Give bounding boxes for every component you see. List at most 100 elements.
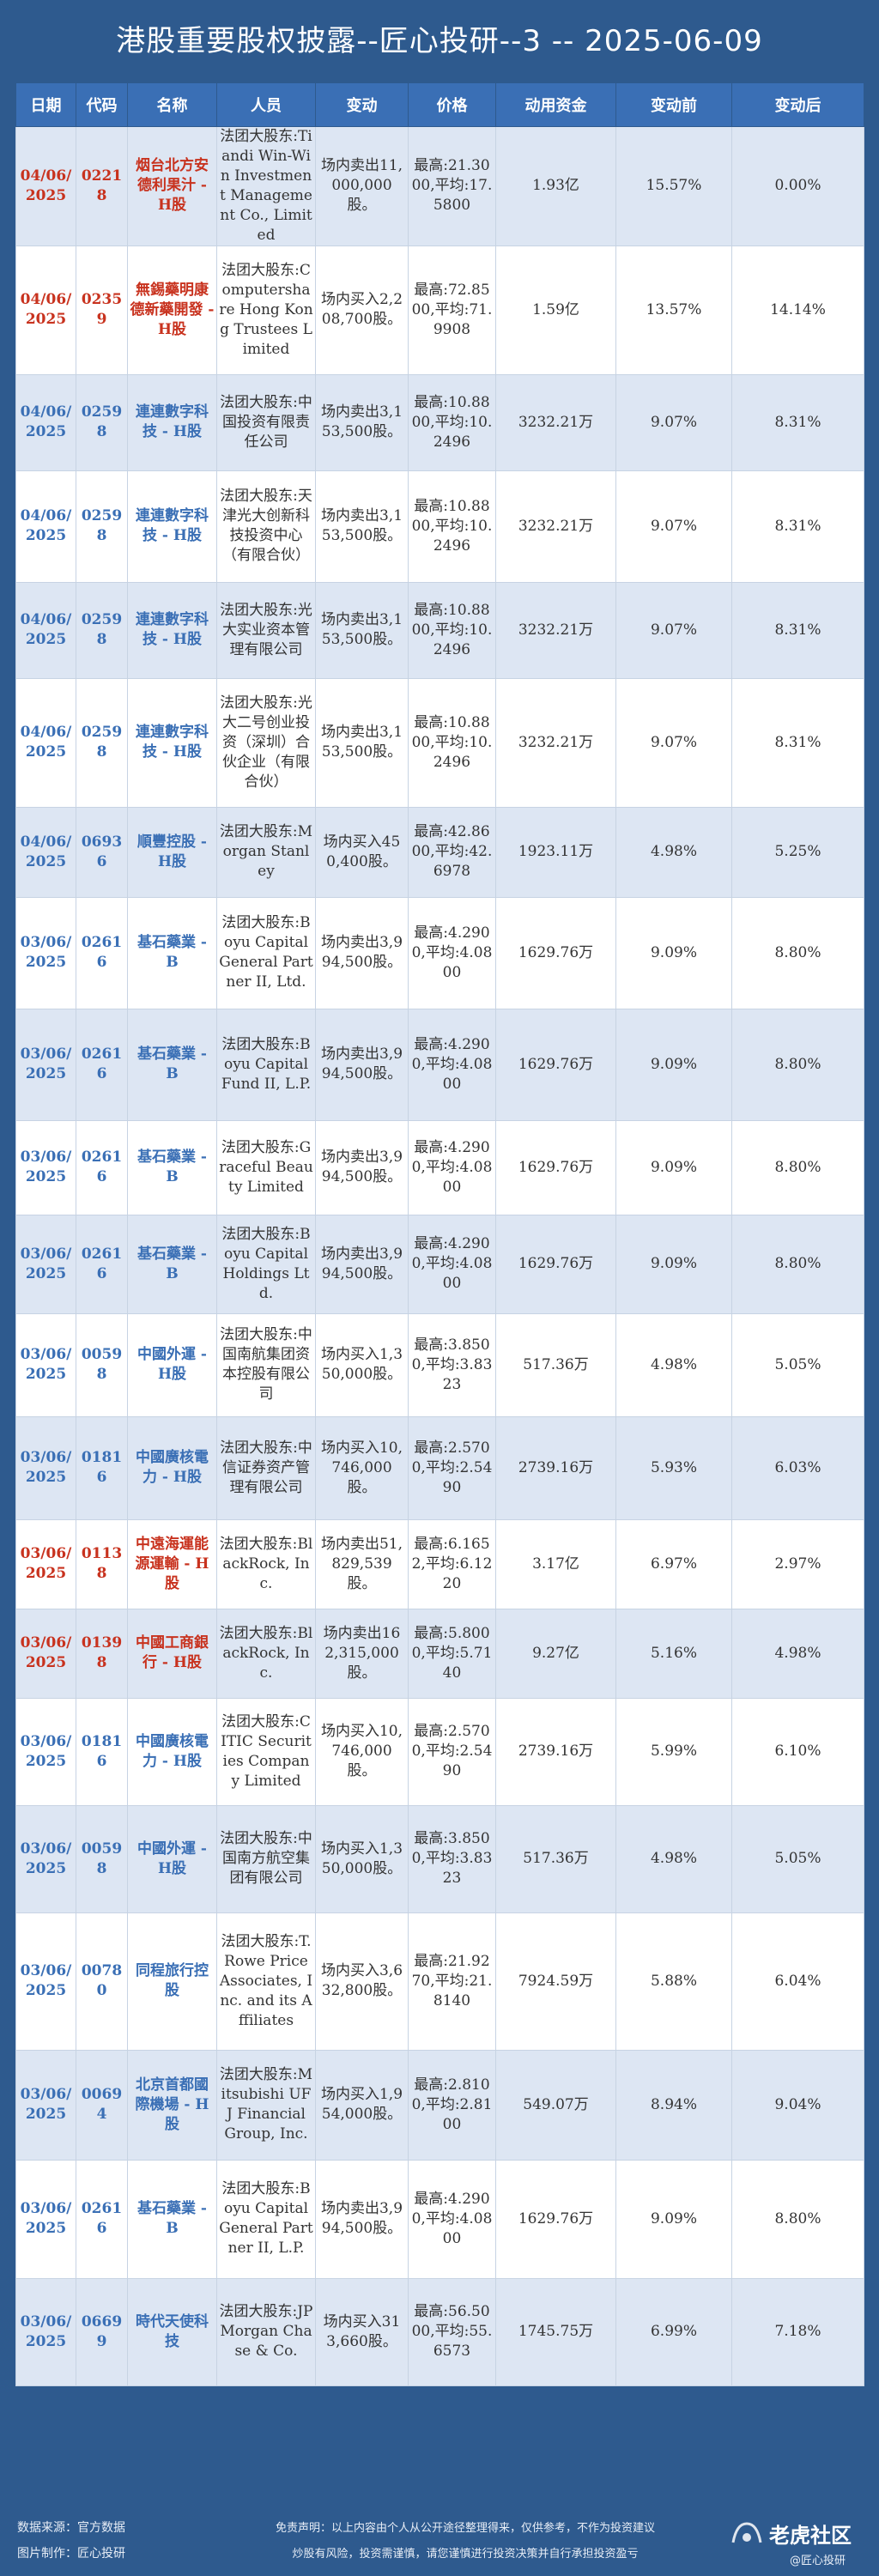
table-row: 04/06/2025 06936 順豐控股 - H股 法团大股东:Morgan Sta… bbox=[15, 806, 864, 898]
cell-price: 最高:4.2900,平均:4.0800 bbox=[408, 1214, 496, 1314]
cell-after: 8.31% bbox=[731, 581, 864, 679]
cell-person: 法团大股东:中国投资有限责任公司 bbox=[216, 373, 316, 471]
cell-price: 最高:2.8100,平均:2.8100 bbox=[408, 2049, 496, 2161]
cell-before: 4.98% bbox=[615, 1312, 732, 1417]
cell-name: 連連數字科技 - H股 bbox=[127, 677, 217, 808]
cell-date: 03/06/2025 bbox=[15, 1912, 76, 2051]
cell-funds: 1629.76万 bbox=[495, 2159, 616, 2279]
cell-before: 9.09% bbox=[615, 896, 732, 1009]
cell-before: 5.16% bbox=[615, 1608, 732, 1699]
cell-action: 场内买入2,208,700股。 bbox=[315, 245, 409, 375]
cell-name: 北京首都國際機場 - H股 bbox=[127, 2049, 217, 2161]
column-header: 变动后 bbox=[731, 82, 864, 127]
cell-funds: 3232.21万 bbox=[495, 470, 616, 583]
cell-code: 02616 bbox=[76, 896, 128, 1009]
cell-after: 8.31% bbox=[731, 373, 864, 471]
cell-before: 15.57% bbox=[615, 126, 732, 246]
cell-price: 最高:5.8000,平均:5.7140 bbox=[408, 1608, 496, 1699]
cell-name: 基石藥業 - B bbox=[127, 1119, 217, 1215]
cell-name: 中國工商銀行 - H股 bbox=[127, 1608, 217, 1699]
table-row: 03/06/2025 02616 基石藥業 - B 法团大股东:Boyu Capita… bbox=[15, 2159, 864, 2279]
brand-handle: @匠心投研 bbox=[790, 2555, 846, 2567]
cell-code: 02616 bbox=[76, 1008, 128, 1121]
cell-before: 4.98% bbox=[615, 806, 732, 898]
table-row: 03/06/2025 06699 時代天使科技 法团大股东:JPMorgan Chas… bbox=[15, 2277, 864, 2386]
cell-action: 场内卖出3,153,500股。 bbox=[315, 470, 409, 583]
cell-action: 场内卖出3,994,500股。 bbox=[315, 1119, 409, 1215]
cell-code: 00780 bbox=[76, 1912, 128, 2051]
cell-price: 最高:6.1652,平均:6.1220 bbox=[408, 1518, 496, 1609]
cell-after: 5.05% bbox=[731, 1312, 864, 1417]
cell-date: 03/06/2025 bbox=[15, 1608, 76, 1699]
cell-funds: 1629.76万 bbox=[495, 1119, 616, 1215]
cell-before: 9.07% bbox=[615, 581, 732, 679]
cell-code: 02616 bbox=[76, 2159, 128, 2279]
table-row: 03/06/2025 00780 同程旅行控股 法团大股东:T. Rowe Price… bbox=[15, 1912, 864, 2051]
cell-person: 法团大股东:BlackRock, Inc. bbox=[216, 1608, 316, 1699]
cell-after: 9.04% bbox=[731, 2049, 864, 2161]
cell-date: 04/06/2025 bbox=[15, 245, 76, 375]
cell-name: 連連數字科技 - H股 bbox=[127, 373, 217, 471]
cell-name: 時代天使科技 bbox=[127, 2277, 217, 2386]
cell-name: 中國廣核電力 - H股 bbox=[127, 1415, 217, 1520]
cell-code: 02598 bbox=[76, 470, 128, 583]
cell-action: 场内卖出3,994,500股。 bbox=[315, 1008, 409, 1121]
cell-code: 01398 bbox=[76, 1608, 128, 1699]
cell-after: 8.80% bbox=[731, 1008, 864, 1121]
table-row: 04/06/2025 02598 連連數字科技 - H股 法团大股东:中国投资有限责任… bbox=[15, 373, 864, 471]
cell-after: 6.10% bbox=[731, 1697, 864, 1806]
cell-before: 13.57% bbox=[615, 245, 732, 375]
cell-code: 02616 bbox=[76, 1119, 128, 1215]
cell-person: 法团大股东:Boyu Capital General Partner II, L… bbox=[216, 2159, 316, 2279]
cell-person: 法团大股东:Tiandi Win-Win Investment Manageme… bbox=[216, 126, 316, 246]
table-row: 04/06/2025 02598 連連數字科技 - H股 法团大股东:光大实业资本管理… bbox=[15, 581, 864, 679]
column-header: 名称 bbox=[127, 82, 217, 127]
cell-funds: 2739.16万 bbox=[495, 1697, 616, 1806]
cell-code: 02616 bbox=[76, 1214, 128, 1314]
cell-date: 04/06/2025 bbox=[15, 126, 76, 246]
cell-person: 法团大股东:天津光大创新科技投资中心（有限合伙） bbox=[216, 470, 316, 583]
cell-name: 同程旅行控股 bbox=[127, 1912, 217, 2051]
cell-action: 场内卖出3,153,500股。 bbox=[315, 373, 409, 471]
cell-name: 中遠海運能源運輸 - H股 bbox=[127, 1518, 217, 1609]
cell-date: 03/06/2025 bbox=[15, 1119, 76, 1215]
cell-funds: 1.93亿 bbox=[495, 126, 616, 246]
cell-price: 最高:10.8800,平均:10.2496 bbox=[408, 373, 496, 471]
cell-after: 4.98% bbox=[731, 1608, 864, 1699]
cell-person: 法团大股东:中国南航集团资本控股有限公司 bbox=[216, 1312, 316, 1417]
cell-code: 02218 bbox=[76, 126, 128, 246]
cell-person: 法团大股东:Boyu Capital Holdings Ltd. bbox=[216, 1214, 316, 1314]
cell-person: 法团大股东:JPMorgan Chase & Co. bbox=[216, 2277, 316, 2386]
footer-disclaimer-line1: 免责声明：以上内容由个人从公开途径整理得来，仅供参考，不作为投资建议 bbox=[275, 2522, 655, 2535]
cell-date: 04/06/2025 bbox=[15, 806, 76, 898]
table-header-row: 日期 代码 名称 人员 变动 价格 动用资金 变动前 变动后 bbox=[15, 82, 864, 127]
cell-code: 00598 bbox=[76, 1804, 128, 1913]
cell-name: 中國外運 - H股 bbox=[127, 1312, 217, 1417]
cell-person: 法团大股东:中信证券资产管理有限公司 bbox=[216, 1415, 316, 1520]
cell-before: 9.07% bbox=[615, 470, 732, 583]
cell-action: 场内卖出3,153,500股。 bbox=[315, 581, 409, 679]
cell-action: 场内卖出51,829,539股。 bbox=[315, 1518, 409, 1609]
cell-price: 最高:42.8600,平均:42.6978 bbox=[408, 806, 496, 898]
cell-after: 8.80% bbox=[731, 1214, 864, 1314]
cell-person: 法团大股东:Morgan Stanley bbox=[216, 806, 316, 898]
cell-before: 9.09% bbox=[615, 2159, 732, 2279]
cell-name: 烟台北方安德利果汁 - H股 bbox=[127, 126, 217, 246]
cell-code: 01138 bbox=[76, 1518, 128, 1609]
cell-after: 8.80% bbox=[731, 1119, 864, 1215]
cell-price: 最高:4.2900,平均:4.0800 bbox=[408, 1119, 496, 1215]
table-row: 03/06/2025 00694 北京首都國際機場 - H股 法团大股东:Mitsub… bbox=[15, 2049, 864, 2161]
cell-person: 法团大股东:Boyu Capital General Partner II, L… bbox=[216, 896, 316, 1009]
cell-before: 6.99% bbox=[615, 2277, 732, 2386]
cell-funds: 7924.59万 bbox=[495, 1912, 616, 2051]
table-row: 03/06/2025 01816 中國廣核電力 - H股 法团大股东:CITIC Se… bbox=[15, 1697, 864, 1806]
cell-date: 03/06/2025 bbox=[15, 1214, 76, 1314]
cell-after: 5.05% bbox=[731, 1804, 864, 1913]
cell-funds: 2739.16万 bbox=[495, 1415, 616, 1520]
cell-funds: 3.17亿 bbox=[495, 1518, 616, 1609]
cell-funds: 1629.76万 bbox=[495, 1008, 616, 1121]
column-header: 日期 bbox=[15, 82, 76, 127]
cell-funds: 1923.11万 bbox=[495, 806, 616, 898]
cell-person: 法团大股东:Boyu Capital Fund II, L.P. bbox=[216, 1008, 316, 1121]
cell-funds: 517.36万 bbox=[495, 1804, 616, 1913]
